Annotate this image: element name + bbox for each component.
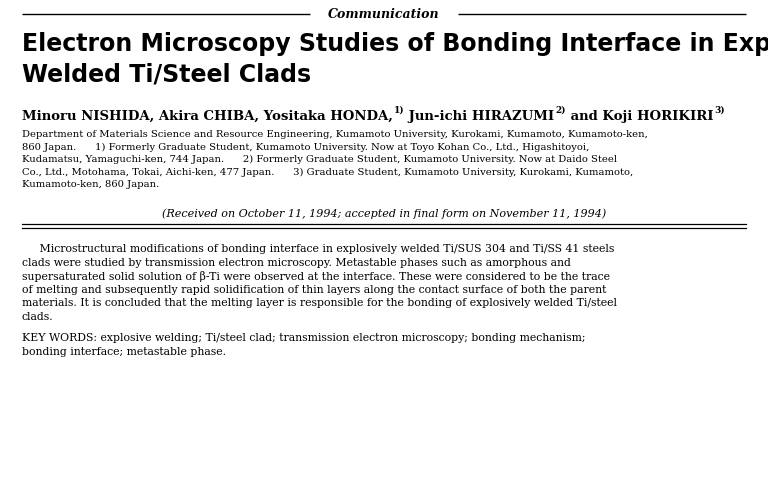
Text: 3): 3) [715,106,725,115]
Text: Kumamoto-ken, 860 Japan.: Kumamoto-ken, 860 Japan. [22,180,159,189]
Text: and Koji HORIKIRI: and Koji HORIKIRI [566,110,713,123]
Text: KEY WORDS: explosive welding; Ti/steel clad; transmission electron microscopy; b: KEY WORDS: explosive welding; Ti/steel c… [22,333,585,343]
Text: 1): 1) [394,106,405,115]
Text: Electron Microscopy Studies of Bonding Interface in Explosively: Electron Microscopy Studies of Bonding I… [22,32,768,56]
Text: (Received on October 11, 1994; accepted in final form on November 11, 1994): (Received on October 11, 1994; accepted … [162,208,606,219]
Text: Jun-ichi HIRAZUMI: Jun-ichi HIRAZUMI [405,110,554,123]
Text: Communication: Communication [328,7,440,20]
Text: of melting and subsequently rapid solidification of thin layers along the contac: of melting and subsequently rapid solidi… [22,284,607,294]
Text: Department of Materials Science and Resource Engineering, Kumamoto University, K: Department of Materials Science and Reso… [22,130,648,139]
Text: Minoru NISHIDA, Akira CHIBA, Yositaka HONDA,: Minoru NISHIDA, Akira CHIBA, Yositaka HO… [22,110,393,123]
Text: Welded Ti/Steel Clads: Welded Ti/Steel Clads [22,62,311,86]
Text: Kudamatsu, Yamaguchi-ken, 744 Japan.      2) Formerly Graduate Student, Kumamoto: Kudamatsu, Yamaguchi-ken, 744 Japan. 2) … [22,155,617,164]
Text: 2): 2) [555,106,566,115]
Text: Co., Ltd., Motohama, Tokai, Aichi-ken, 477 Japan.      3) Graduate Student, Kuma: Co., Ltd., Motohama, Tokai, Aichi-ken, 4… [22,167,634,177]
Text: Microstructural modifications of bonding interface in explosively welded Ti/SUS : Microstructural modifications of bonding… [22,244,614,254]
Text: bonding interface; metastable phase.: bonding interface; metastable phase. [22,347,226,357]
Text: clads were studied by transmission electron microscopy. Metastable phases such a: clads were studied by transmission elect… [22,257,571,267]
Text: materials. It is concluded that the melting layer is responsible for the bonding: materials. It is concluded that the melt… [22,298,617,308]
Text: 860 Japan.      1) Formerly Graduate Student, Kumamoto University. Now at Toyo K: 860 Japan. 1) Formerly Graduate Student,… [22,142,589,151]
Text: supersaturated solid solution of β-Ti were observed at the interface. These were: supersaturated solid solution of β-Ti we… [22,271,610,282]
Text: clads.: clads. [22,312,54,322]
